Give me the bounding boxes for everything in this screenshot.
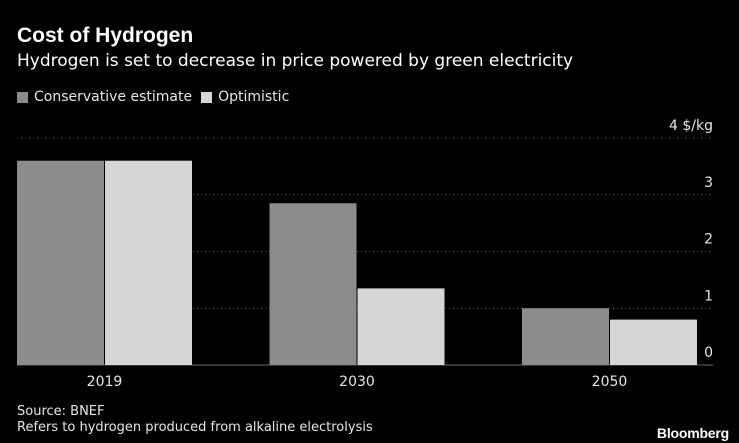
x-tick-label: 2019 [87, 374, 123, 390]
bar-optimistic-2019 [105, 160, 192, 365]
bar-optimistic-2030 [357, 288, 445, 365]
legend-swatch-optimistic [201, 91, 213, 103]
bar-conservative-2050 [522, 308, 609, 365]
chart-title: Cost of Hydrogen [17, 24, 194, 47]
y-tick-label: 2 [704, 232, 713, 248]
x-tick-label: 2030 [339, 374, 375, 390]
legend-item-optimistic: Optimistic [201, 88, 289, 106]
y-tick-label: 3 [704, 175, 713, 191]
legend-label-optimistic: Optimistic [218, 89, 290, 105]
y-tick-labels: 0 1 2 3 4 $/kg [669, 118, 713, 361]
chart-subtitle: Hydrogen is set to decrease in price pow… [17, 51, 574, 71]
legend: Conservative estimate Optimistic [17, 88, 298, 106]
y-tick-label: 1 [704, 288, 713, 304]
legend-swatch-conservative [17, 91, 28, 103]
legend-label-conservative: Conservative estimate [34, 89, 193, 105]
bar-conservative-2030 [269, 203, 357, 365]
footnote: Refers to hydrogen produced from alkalin… [17, 420, 373, 435]
bar-conservative-2019 [17, 160, 104, 365]
source-note: Source: BNEF [17, 404, 105, 419]
x-tick-labels: 2019 2030 2050 [87, 374, 628, 390]
x-tick-label: 2050 [592, 374, 628, 390]
y-tick-label: 4 $/kg [669, 118, 713, 134]
bar-optimistic-2050 [610, 319, 697, 365]
y-tick-label: 0 [704, 345, 713, 361]
bloomberg-logo: Bloomberg [656, 425, 729, 441]
bars [17, 160, 697, 365]
legend-item-conservative: Conservative estimate [17, 88, 192, 106]
